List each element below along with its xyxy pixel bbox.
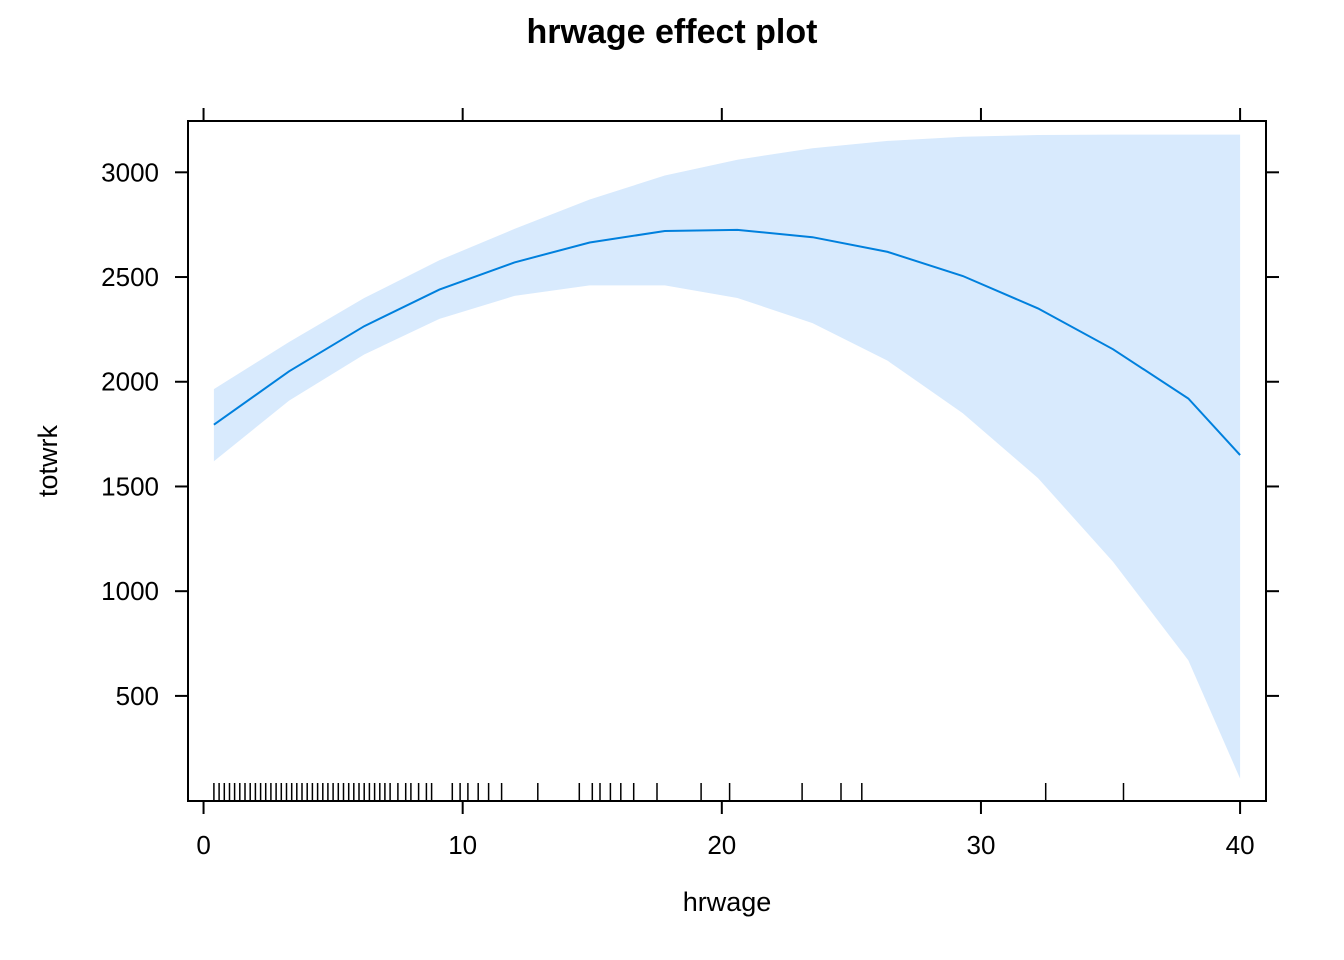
x-tick-label: 40 <box>1226 830 1255 860</box>
fit-line-layer <box>213 228 1241 456</box>
y-tick-label: 2000 <box>101 367 159 397</box>
y-tick-label: 1000 <box>101 576 159 606</box>
fit-line <box>213 228 1241 456</box>
x-tick-label: 20 <box>707 830 736 860</box>
plot-frame <box>187 120 1267 802</box>
y-tick-label: 3000 <box>101 157 159 187</box>
chart-title: hrwage effect plot <box>527 13 818 51</box>
rug-layer <box>213 783 1125 800</box>
x-tick-label: 30 <box>966 830 995 860</box>
x-tick-label: 10 <box>448 830 477 860</box>
y-tick-label: 1500 <box>101 471 159 501</box>
confidence-band-layer <box>213 134 1241 779</box>
y-axis-label: totwrk <box>33 424 63 497</box>
x-axis-label: hrwage <box>683 887 772 917</box>
y-tick-label: 2500 <box>101 262 159 292</box>
axis-layer: 0 10 20 30 40 500 1000 1500 2000 2500 3000 <box>101 108 1279 860</box>
y-tick-label: 500 <box>116 681 159 711</box>
confidence-band <box>213 134 1241 779</box>
x-tick-label: 0 <box>196 830 210 860</box>
